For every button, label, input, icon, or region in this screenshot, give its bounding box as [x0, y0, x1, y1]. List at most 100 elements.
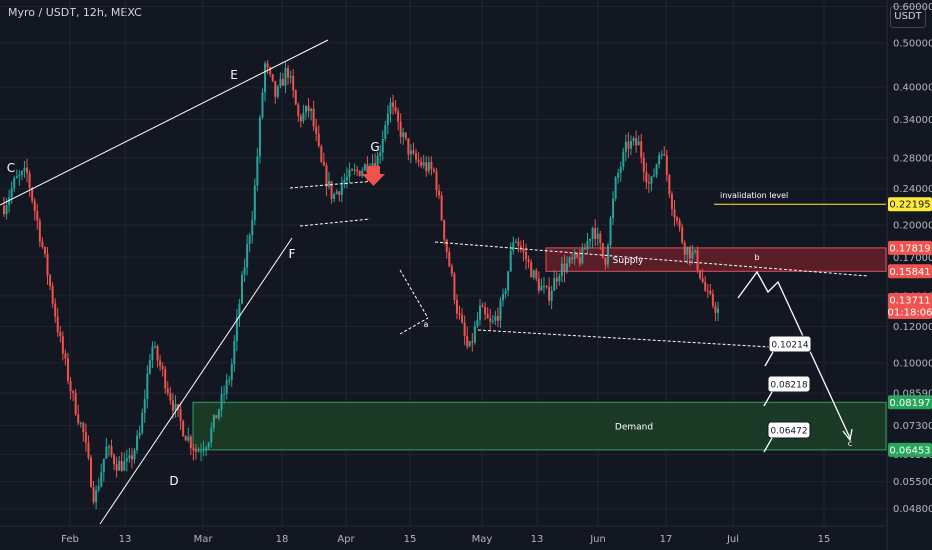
candle-body [251, 219, 254, 236]
y-tick-label: 0.08590 [893, 388, 932, 399]
candle-body [545, 285, 548, 288]
candle-body [322, 161, 325, 166]
candle-body [496, 316, 499, 321]
candle-body [77, 414, 80, 424]
candle-body [617, 172, 620, 178]
candle-body [601, 243, 604, 258]
candle-body [389, 102, 392, 114]
callout-value: 0.06472 [770, 427, 807, 437]
demand-zone-label: Demand [615, 423, 653, 433]
candle-body [46, 253, 49, 276]
x-tick-label: May [472, 534, 493, 545]
candle-body [194, 450, 197, 452]
candle-body [635, 138, 638, 146]
candle-body [432, 169, 435, 172]
candle-body [202, 449, 205, 452]
candle-body [36, 210, 39, 221]
y-tick-label: 0.05500 [893, 477, 932, 488]
candle-body [642, 157, 645, 172]
candle-body [3, 206, 5, 215]
candle-body [207, 442, 210, 448]
candle-body [422, 162, 425, 166]
candle-body [66, 358, 69, 381]
candle-body [468, 341, 471, 347]
candle-body [299, 116, 302, 122]
y-tick-label: 0.34000 [893, 115, 932, 126]
candle-body [243, 267, 246, 275]
candle-body [59, 332, 62, 337]
candle-body [41, 241, 44, 247]
candle-body [361, 170, 364, 176]
candle-body [95, 490, 98, 503]
candle-body [171, 400, 174, 411]
wave-label: F [289, 247, 296, 261]
candle-body [438, 190, 441, 196]
candle-body [271, 74, 274, 81]
time-axis[interactable]: Feb 13 Mar 18 Apr 15 May 13 Jun 17 Jul 15 [0, 525, 886, 545]
y-tick-label: 0.07300 [893, 421, 932, 432]
candle-body [212, 415, 215, 428]
candle-body [264, 63, 267, 93]
x-tick-label: 15 [404, 534, 417, 545]
y-tick-label: 0.10000 [893, 358, 932, 369]
candle-body [381, 138, 384, 153]
price-axis[interactable]: 0.60000 0.50000 0.40000 0.34000 0.28000 0.240… [886, 0, 932, 550]
y-tick-label: 0.60000 [893, 2, 932, 13]
candle-body [123, 461, 126, 471]
candle-body [479, 305, 481, 320]
candle-body [5, 204, 8, 215]
candle-body [330, 181, 333, 199]
candle-body [64, 353, 67, 359]
callout-pointer [763, 391, 773, 407]
candle-body [699, 270, 702, 279]
supply-zone-label: Supply [613, 256, 644, 266]
y-tick-label: 0.40000 [893, 83, 932, 94]
symbol-title[interactable]: Myro / USDT, 12h, MEXC [8, 6, 142, 19]
candle-body [558, 275, 561, 282]
candle-body [200, 451, 203, 453]
candle-body [356, 169, 359, 171]
x-tick-label: 18 [276, 534, 289, 545]
candle-body [74, 392, 77, 415]
x-tick-label: 17 [660, 534, 673, 545]
candle-body [576, 253, 579, 258]
wave-label: D [169, 474, 178, 488]
candle-body [530, 262, 533, 278]
candle-body [627, 141, 630, 149]
candle-body [612, 198, 615, 219]
drawings: C E F G Da b c 0.10214 0.08218 0.06472 [0, 39, 869, 525]
candle-body [90, 457, 93, 487]
candle-body [629, 140, 632, 149]
candles [3, 60, 719, 510]
candle-body [102, 458, 105, 473]
candle-body [164, 368, 167, 389]
x-tick-label: 13 [531, 534, 544, 545]
candle-body [614, 177, 617, 199]
candle-body [8, 197, 11, 205]
a-wedge-lower [399, 317, 429, 335]
candle-body [253, 185, 256, 220]
candle-countdown: 01:18:06 [888, 308, 932, 319]
candle-body [10, 188, 13, 198]
candle-body [555, 278, 558, 282]
candle-body [13, 178, 16, 189]
candle-body [391, 102, 394, 107]
callout-value: 0.10214 [771, 341, 808, 351]
candle-body [517, 241, 520, 246]
candle-body [407, 138, 410, 155]
price-label-box [888, 197, 932, 212]
supply-zone [545, 247, 887, 272]
projection-path [737, 270, 851, 439]
candle-body [61, 336, 64, 354]
candle-body [379, 152, 382, 157]
wave-label: b [754, 253, 759, 262]
descending-dashed-line [434, 241, 869, 277]
x-tick-label: Jun [589, 534, 606, 545]
candle-body [402, 132, 405, 137]
candle-body [673, 209, 676, 218]
candle-body [693, 250, 696, 252]
currency-button[interactable]: USDT [890, 6, 926, 28]
candle-body [489, 318, 492, 322]
candle-body [333, 194, 336, 199]
